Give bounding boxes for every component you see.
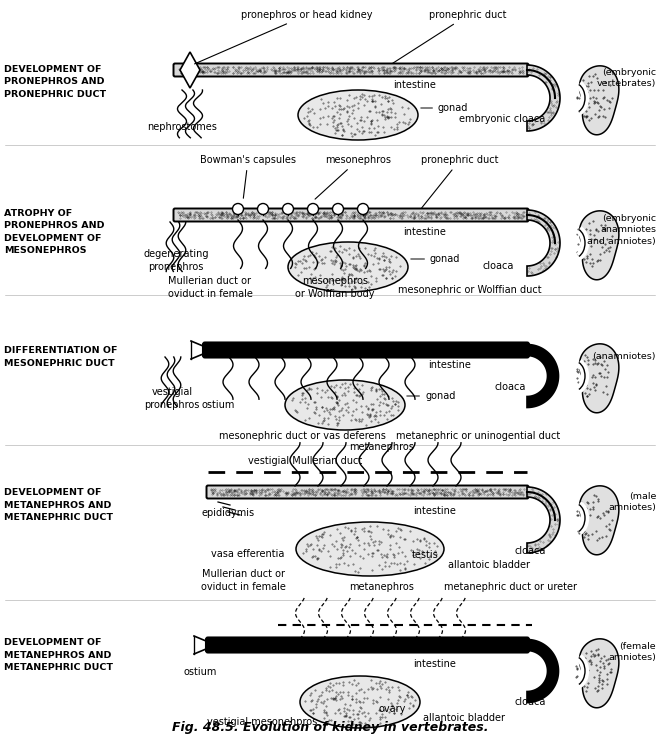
- Ellipse shape: [296, 522, 444, 576]
- Text: mesonephric duct or vas deferens: mesonephric duct or vas deferens: [218, 431, 385, 441]
- Polygon shape: [527, 65, 560, 131]
- Text: ostium: ostium: [201, 400, 235, 410]
- FancyBboxPatch shape: [206, 638, 529, 652]
- Text: Mullerian duct or
oviduct in female: Mullerian duct or oviduct in female: [168, 276, 252, 299]
- Polygon shape: [527, 640, 558, 703]
- Polygon shape: [579, 639, 619, 708]
- Text: allantoic bladder: allantoic bladder: [423, 713, 505, 723]
- Circle shape: [232, 203, 244, 214]
- Text: metanephros: metanephros: [350, 582, 414, 592]
- Polygon shape: [579, 344, 619, 412]
- Text: vasa efferentia: vasa efferentia: [211, 549, 284, 559]
- Text: gonad: gonad: [421, 103, 469, 113]
- Text: intestine: intestine: [414, 506, 457, 516]
- Text: metanephros: metanephros: [350, 442, 414, 452]
- Polygon shape: [527, 487, 560, 553]
- Text: gonad: gonad: [411, 254, 461, 264]
- Text: degenerating
pronephros: degenerating pronephros: [143, 249, 209, 272]
- Polygon shape: [579, 486, 619, 555]
- Text: epididymis: epididymis: [201, 508, 255, 518]
- Text: (anamniotes): (anamniotes): [593, 352, 656, 362]
- Ellipse shape: [300, 676, 420, 728]
- Text: mesonephros: mesonephros: [315, 155, 391, 200]
- Polygon shape: [180, 52, 200, 88]
- Ellipse shape: [298, 90, 418, 140]
- Text: Mullerian duct or
oviduct in female: Mullerian duct or oviduct in female: [201, 568, 285, 592]
- Text: cloaca: cloaca: [482, 261, 513, 271]
- Ellipse shape: [285, 380, 405, 430]
- Text: cloaca: cloaca: [514, 546, 546, 556]
- Text: gonad: gonad: [407, 391, 455, 401]
- Circle shape: [333, 203, 343, 214]
- Polygon shape: [579, 211, 619, 280]
- Text: cloaca: cloaca: [514, 697, 546, 707]
- Circle shape: [257, 203, 269, 214]
- Text: vestigial
pronephros: vestigial pronephros: [145, 387, 200, 410]
- Text: nephrostomes: nephrostomes: [147, 122, 217, 132]
- Circle shape: [308, 203, 319, 214]
- FancyBboxPatch shape: [174, 64, 529, 76]
- Text: ostium: ostium: [183, 667, 216, 677]
- Text: DEVELOPMENT OF
METANEPHROS AND
METANEPHRIC DUCT: DEVELOPMENT OF METANEPHROS AND METANEPHR…: [4, 488, 113, 522]
- FancyBboxPatch shape: [203, 343, 529, 358]
- Text: intestine: intestine: [414, 659, 457, 669]
- Text: vestigial mesonehpros: vestigial mesonehpros: [207, 717, 317, 727]
- Text: intestine: intestine: [393, 80, 436, 90]
- Text: Bowman's capsules: Bowman's capsules: [200, 155, 296, 198]
- FancyBboxPatch shape: [207, 485, 529, 499]
- Polygon shape: [579, 66, 619, 135]
- Polygon shape: [527, 344, 558, 407]
- Text: intestine: intestine: [428, 360, 471, 370]
- Text: DEVELOPMENT OF
METANEPHROS AND
METANEPHRIC DUCT: DEVELOPMENT OF METANEPHROS AND METANEPHR…: [4, 638, 113, 672]
- Text: mesonephros
or Wolffian body: mesonephros or Wolffian body: [295, 276, 375, 299]
- Text: ovary: ovary: [378, 704, 406, 714]
- Circle shape: [282, 203, 294, 214]
- FancyBboxPatch shape: [174, 209, 529, 221]
- Text: (embryonic
anamniotes
and amniotes): (embryonic anamniotes and amniotes): [587, 214, 656, 246]
- Text: (male
amniotes): (male amniotes): [608, 491, 656, 512]
- Ellipse shape: [288, 242, 408, 292]
- Text: DEVELOPMENT OF
PRONEPHROS AND
PRONEPHRIC DUCT: DEVELOPMENT OF PRONEPHROS AND PRONEPHRIC…: [4, 65, 106, 99]
- Text: metanephric duct or ureter: metanephric duct or ureter: [444, 582, 576, 592]
- Text: vestigial Mullerian duct: vestigial Mullerian duct: [248, 456, 362, 466]
- Text: pronephric duct: pronephric duct: [392, 10, 507, 64]
- Text: (embryonic
vertebrates): (embryonic vertebrates): [597, 68, 656, 88]
- Text: embryonic cloaca: embryonic cloaca: [459, 114, 545, 124]
- Circle shape: [358, 203, 368, 214]
- Text: pronephric duct: pronephric duct: [421, 155, 499, 208]
- Text: DIFFERENTIATION OF
MESONEPHRIC DUCT: DIFFERENTIATION OF MESONEPHRIC DUCT: [4, 346, 117, 368]
- Text: (female
amniotes): (female amniotes): [608, 641, 656, 662]
- Text: intestine: intestine: [403, 227, 446, 237]
- Text: mesonephric or Wolffian duct: mesonephric or Wolffian duct: [398, 285, 542, 295]
- Polygon shape: [527, 210, 560, 276]
- Text: cloaca: cloaca: [494, 382, 525, 392]
- Text: ATROPHY OF
PRONEPHROS AND
DEVELOPMENT OF
MESONEPHROS: ATROPHY OF PRONEPHROS AND DEVELOPMENT OF…: [4, 209, 104, 255]
- Text: pronephros or head kidney: pronephros or head kidney: [195, 10, 373, 64]
- Text: metanephric or uninogential duct: metanephric or uninogential duct: [396, 431, 560, 441]
- Text: allantoic bladder: allantoic bladder: [448, 560, 530, 570]
- Text: testis: testis: [412, 550, 438, 560]
- Text: Fig. 48.5. Evolution of kidney in vertebrates.: Fig. 48.5. Evolution of kidney in verteb…: [172, 722, 488, 734]
